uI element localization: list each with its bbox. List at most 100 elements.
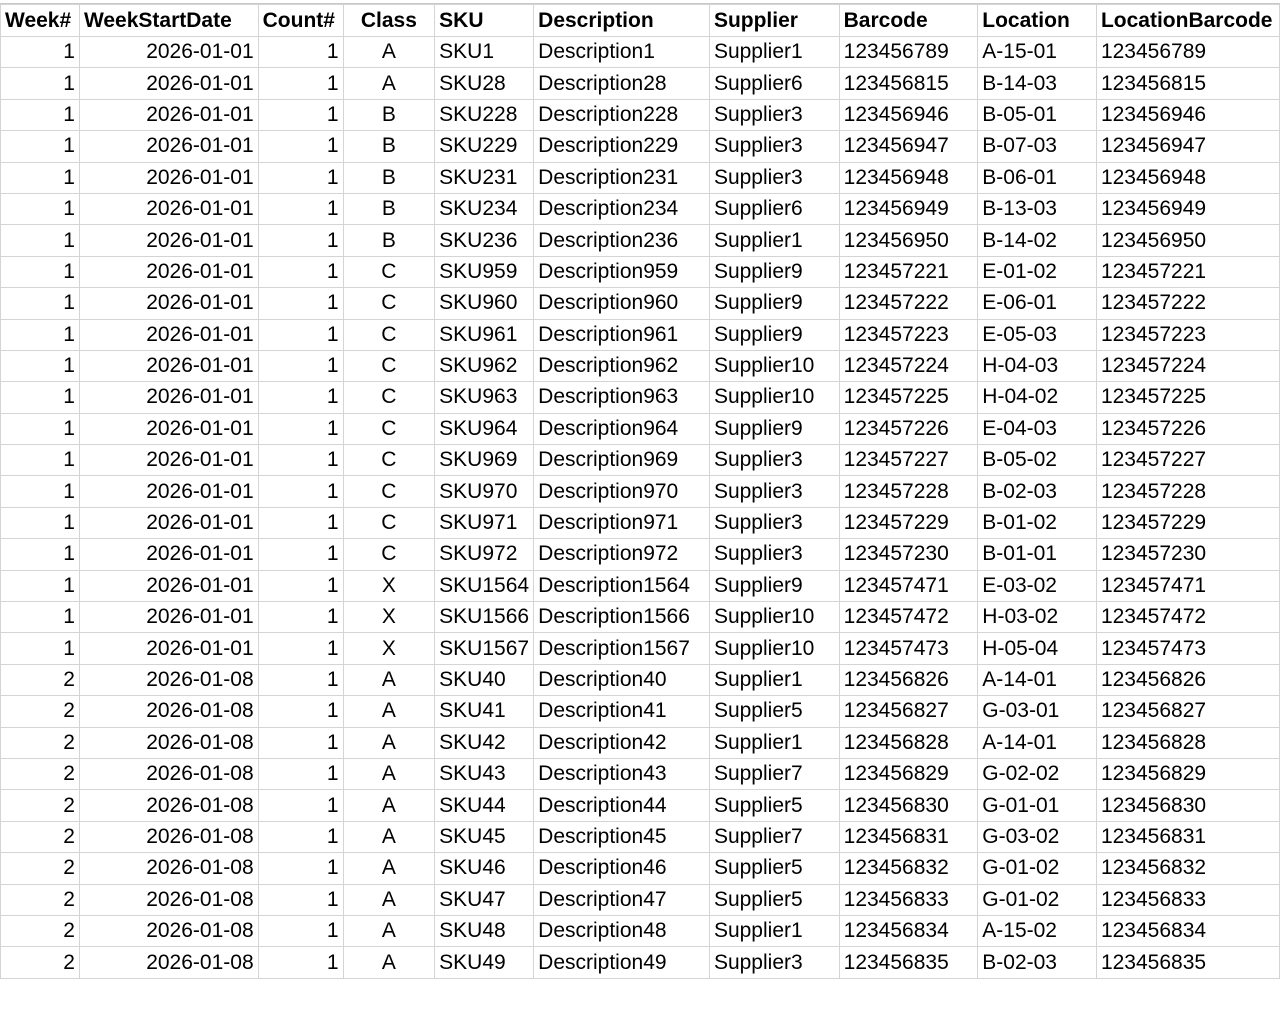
cell-supplier[interactable]: Supplier6: [708, 192, 840, 226]
cell-location[interactable]: E-04-03: [977, 412, 1097, 446]
cell-barcode[interactable]: 123456826: [838, 663, 979, 697]
cell-class[interactable]: A: [342, 35, 436, 69]
cell-week[interactable]: 2: [0, 789, 80, 822]
cell-class[interactable]: B: [342, 224, 436, 257]
cell-barcode[interactable]: 123456833: [838, 883, 979, 916]
cell-barcode[interactable]: 123457472: [838, 601, 979, 634]
cell-barcode[interactable]: 123456829: [838, 757, 979, 791]
cell-barcode[interactable]: 123457473: [838, 632, 979, 665]
cell-location-barcode[interactable]: 123456829: [1095, 757, 1280, 791]
column-header-week-start-date[interactable]: WeekStartDate: [78, 4, 259, 37]
cell-week[interactable]: 1: [0, 287, 80, 320]
cell-description[interactable]: Description1567: [533, 632, 710, 665]
cell-location-barcode[interactable]: 123456827: [1095, 695, 1280, 728]
cell-description[interactable]: Description961: [533, 318, 710, 351]
cell-location-barcode[interactable]: 123456835: [1095, 946, 1280, 979]
cell-class[interactable]: A: [342, 726, 436, 759]
cell-sku[interactable]: SKU45: [434, 820, 535, 854]
cell-class[interactable]: C: [342, 444, 436, 477]
cell-week-start-date[interactable]: 2026-01-01: [78, 349, 259, 383]
cell-barcode[interactable]: 123457225: [838, 381, 979, 414]
cell-location-barcode[interactable]: 123456789: [1095, 35, 1280, 69]
cell-barcode[interactable]: 123457229: [838, 506, 979, 540]
cell-week[interactable]: 1: [0, 444, 80, 477]
cell-count[interactable]: 1: [257, 161, 344, 194]
cell-location[interactable]: G-01-02: [977, 883, 1097, 916]
cell-sku[interactable]: SKU963: [434, 381, 535, 414]
cell-class[interactable]: C: [342, 538, 436, 571]
cell-week-start-date[interactable]: 2026-01-01: [78, 318, 259, 351]
cell-week-start-date[interactable]: 2026-01-01: [78, 632, 259, 665]
cell-week[interactable]: 1: [0, 569, 80, 603]
cell-barcode[interactable]: 123457221: [838, 255, 979, 289]
cell-barcode[interactable]: 123456830: [838, 789, 979, 822]
cell-count[interactable]: 1: [257, 914, 344, 948]
cell-week-start-date[interactable]: 2026-01-08: [78, 695, 259, 728]
cell-week-start-date[interactable]: 2026-01-08: [78, 946, 259, 979]
cell-description[interactable]: Description49: [533, 946, 710, 979]
cell-description[interactable]: Description236: [533, 224, 710, 257]
cell-location[interactable]: B-01-02: [977, 506, 1097, 540]
cell-barcode[interactable]: 123456834: [838, 914, 979, 948]
cell-location-barcode[interactable]: 123457226: [1095, 412, 1280, 446]
cell-week-start-date[interactable]: 2026-01-08: [78, 914, 259, 948]
cell-week-start-date[interactable]: 2026-01-01: [78, 444, 259, 477]
cell-location[interactable]: B-14-02: [977, 224, 1097, 257]
cell-sku[interactable]: SKU1566: [434, 601, 535, 634]
cell-barcode[interactable]: 123456946: [838, 98, 979, 132]
cell-description[interactable]: Description41: [533, 695, 710, 728]
cell-barcode[interactable]: 123457226: [838, 412, 979, 446]
cell-sku[interactable]: SKU228: [434, 98, 535, 132]
cell-location-barcode[interactable]: 123457225: [1095, 381, 1280, 414]
cell-description[interactable]: Description229: [533, 130, 710, 163]
cell-count[interactable]: 1: [257, 287, 344, 320]
cell-description[interactable]: Description44: [533, 789, 710, 822]
cell-supplier[interactable]: Supplier3: [708, 475, 840, 508]
cell-class[interactable]: X: [342, 632, 436, 665]
cell-week-start-date[interactable]: 2026-01-01: [78, 161, 259, 194]
cell-location[interactable]: G-01-01: [977, 789, 1097, 822]
column-header-count[interactable]: Count#: [257, 4, 344, 37]
cell-location[interactable]: H-05-04: [977, 632, 1097, 665]
cell-location-barcode[interactable]: 123456949: [1095, 192, 1280, 226]
cell-supplier[interactable]: Supplier7: [708, 820, 840, 854]
cell-week[interactable]: 1: [0, 192, 80, 226]
cell-week-start-date[interactable]: 2026-01-01: [78, 224, 259, 257]
cell-class[interactable]: B: [342, 192, 436, 226]
cell-class[interactable]: X: [342, 601, 436, 634]
cell-week-start-date[interactable]: 2026-01-01: [78, 381, 259, 414]
cell-class[interactable]: C: [342, 381, 436, 414]
cell-week[interactable]: 2: [0, 914, 80, 948]
cell-location-barcode[interactable]: 123456834: [1095, 914, 1280, 948]
cell-barcode[interactable]: 123457228: [838, 475, 979, 508]
cell-description[interactable]: Description1566: [533, 601, 710, 634]
cell-week-start-date[interactable]: 2026-01-01: [78, 67, 259, 100]
cell-class[interactable]: A: [342, 852, 436, 885]
cell-week[interactable]: 2: [0, 946, 80, 979]
cell-location[interactable]: A-15-02: [977, 914, 1097, 948]
cell-supplier[interactable]: Supplier3: [708, 946, 840, 979]
cell-count[interactable]: 1: [257, 381, 344, 414]
cell-week[interactable]: 1: [0, 632, 80, 665]
cell-week-start-date[interactable]: 2026-01-08: [78, 789, 259, 822]
cell-location-barcode[interactable]: 123456831: [1095, 820, 1280, 854]
cell-location-barcode[interactable]: 123456947: [1095, 130, 1280, 163]
cell-week-start-date[interactable]: 2026-01-08: [78, 663, 259, 697]
cell-supplier[interactable]: Supplier9: [708, 287, 840, 320]
cell-sku[interactable]: SKU48: [434, 914, 535, 948]
cell-week-start-date[interactable]: 2026-01-01: [78, 538, 259, 571]
cell-sku[interactable]: SKU1564: [434, 569, 535, 603]
cell-location[interactable]: E-01-02: [977, 255, 1097, 289]
cell-supplier[interactable]: Supplier3: [708, 98, 840, 132]
cell-count[interactable]: 1: [257, 852, 344, 885]
cell-sku[interactable]: SKU28: [434, 67, 535, 100]
cell-class[interactable]: B: [342, 161, 436, 194]
cell-week-start-date[interactable]: 2026-01-08: [78, 820, 259, 854]
cell-description[interactable]: Description970: [533, 475, 710, 508]
cell-location[interactable]: H-04-03: [977, 349, 1097, 383]
cell-supplier[interactable]: Supplier5: [708, 789, 840, 822]
cell-week[interactable]: 1: [0, 35, 80, 69]
cell-count[interactable]: 1: [257, 67, 344, 100]
cell-week-start-date[interactable]: 2026-01-08: [78, 883, 259, 916]
cell-class[interactable]: A: [342, 946, 436, 979]
